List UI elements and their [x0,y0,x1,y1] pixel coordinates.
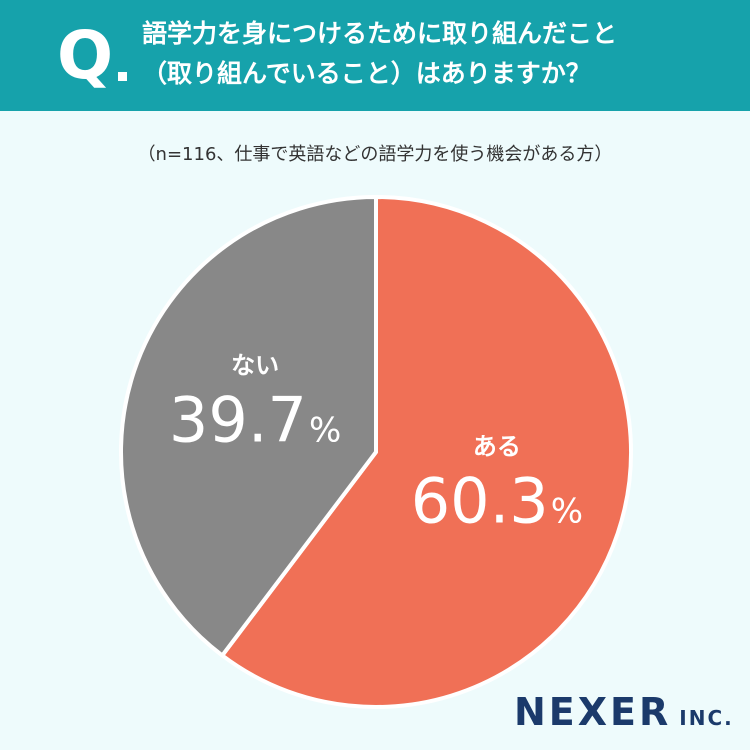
question-mark-dot [118,72,127,81]
sample-note: （n=116、仕事で英語などの語学力を使う機会がある方） [137,144,613,165]
question-line-1: 語学力を身につけるために取り組んだこと [142,19,618,48]
slice-value-1: 60.3% [411,465,583,538]
brand-logo: NEXER INC. [514,690,734,734]
brand-suffix: INC. [679,706,734,730]
slice-value-2: 39.7% [169,383,341,456]
question-mark-label: Q [57,17,114,94]
header-banner: Q 語学力を身につけるために取り組んだこと （取り組んでいること）はありますか？ [0,0,750,111]
pie-slice-1 [220,195,633,709]
pie-slice-2 [119,195,378,658]
slice-label-1: ある [473,433,521,461]
brand-name: NEXER [514,690,672,734]
question-text: 語学力を身につけるために取り組んだこと （取り組んでいること）はありますか？ [142,14,732,94]
slice-label-2: ない [231,351,279,379]
question-line-2: （取り組んでいること）はありますか？ [142,59,591,88]
